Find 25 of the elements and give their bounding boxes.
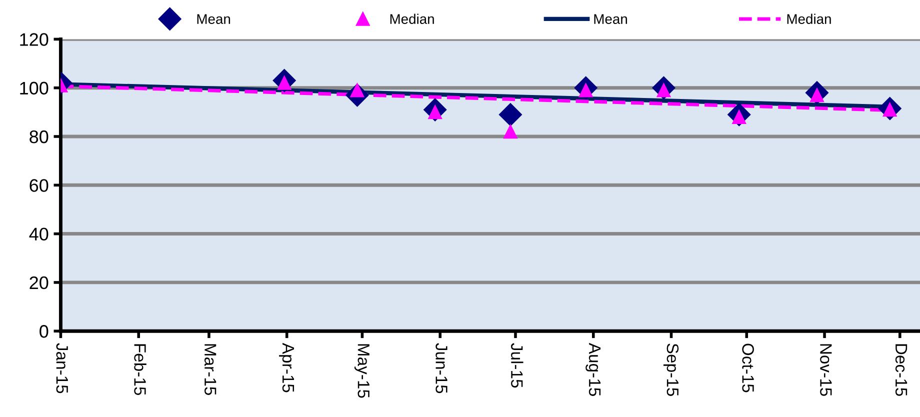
y-tick-label: 60 xyxy=(30,179,48,192)
legend-label: Mean xyxy=(197,14,230,24)
x-tick-label: Nov-15 xyxy=(820,344,832,396)
x-tick-label: Oct-15 xyxy=(742,344,754,392)
x-tick-label: Jun-15 xyxy=(436,343,448,394)
y-tick-label: 100 xyxy=(20,82,48,95)
y-tick-label: 0 xyxy=(40,325,48,338)
x-tick-label: Jan-15 xyxy=(56,343,68,394)
x-tick-label: Sep-15 xyxy=(663,344,679,396)
x-tick-label: Dec-15 xyxy=(895,344,908,396)
y-tick-label: 20 xyxy=(30,276,48,290)
y-tick-label: 40 xyxy=(29,228,48,241)
legend-label: Median xyxy=(390,14,434,24)
x-tick-label: Apr-15 xyxy=(279,342,294,392)
point xyxy=(498,103,522,126)
x-tick-label: May-15 xyxy=(354,344,370,398)
y-tick-label: 120 xyxy=(20,33,48,46)
point xyxy=(504,124,518,139)
x-tick-label: Mar-15 xyxy=(204,344,216,395)
x-tick-label: Aug-15 xyxy=(586,342,601,396)
x-tick-label: Feb-15 xyxy=(134,344,146,396)
x-tick-label: Jul-15 xyxy=(511,343,524,388)
y-tick-label: 80 xyxy=(30,130,48,144)
legend-label: Mean xyxy=(594,14,627,24)
legend-label: Median xyxy=(787,14,831,24)
